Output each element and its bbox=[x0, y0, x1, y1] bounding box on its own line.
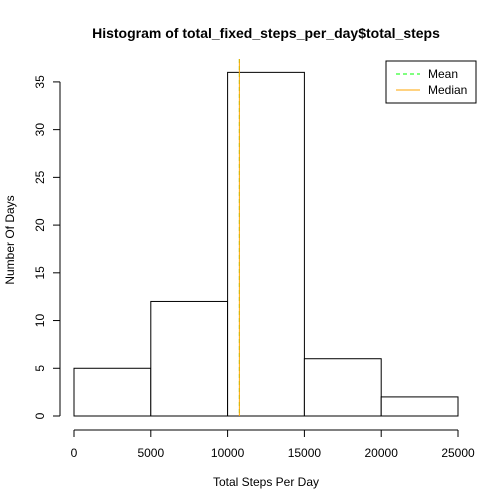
bars-group bbox=[73, 71, 459, 417]
y-tick-label: 35 bbox=[33, 75, 47, 89]
x-axis: 0 5000 10000 15000 20000 25000 bbox=[71, 429, 475, 460]
histogram-bar-2 bbox=[227, 71, 305, 417]
y-tick-label: 20 bbox=[33, 218, 47, 232]
histogram-bar-3 bbox=[303, 358, 382, 417]
x-tick-label: 15000 bbox=[288, 446, 322, 460]
x-tick-label: 10000 bbox=[211, 446, 245, 460]
x-tick-label: 25000 bbox=[441, 446, 475, 460]
histogram-bar-4 bbox=[380, 396, 459, 417]
chart-title: Histogram of total_fixed_steps_per_day$t… bbox=[92, 25, 440, 41]
y-tick-label: 25 bbox=[33, 170, 47, 184]
x-tick-label: 20000 bbox=[365, 446, 399, 460]
y-axis-label: Number Of Days bbox=[3, 195, 17, 284]
y-axis: 0 5 10 15 20 25 30 35 bbox=[33, 75, 61, 419]
legend: Mean Median bbox=[385, 60, 477, 104]
y-tick-label: 15 bbox=[33, 266, 47, 280]
y-tick-label: 0 bbox=[33, 412, 47, 419]
histogram-bar-1 bbox=[150, 300, 229, 417]
y-tick-label: 10 bbox=[33, 314, 47, 328]
legend-label: Median bbox=[428, 83, 467, 97]
x-tick-label: 5000 bbox=[137, 446, 164, 460]
legend-box bbox=[385, 60, 477, 104]
histogram-bar-0 bbox=[73, 367, 152, 417]
x-tick-label: 0 bbox=[71, 446, 78, 460]
y-tick-label: 30 bbox=[33, 123, 47, 137]
y-tick-label: 5 bbox=[33, 365, 47, 372]
x-axis-label: Total Steps Per Day bbox=[213, 475, 319, 489]
legend-label: Mean bbox=[428, 67, 458, 81]
